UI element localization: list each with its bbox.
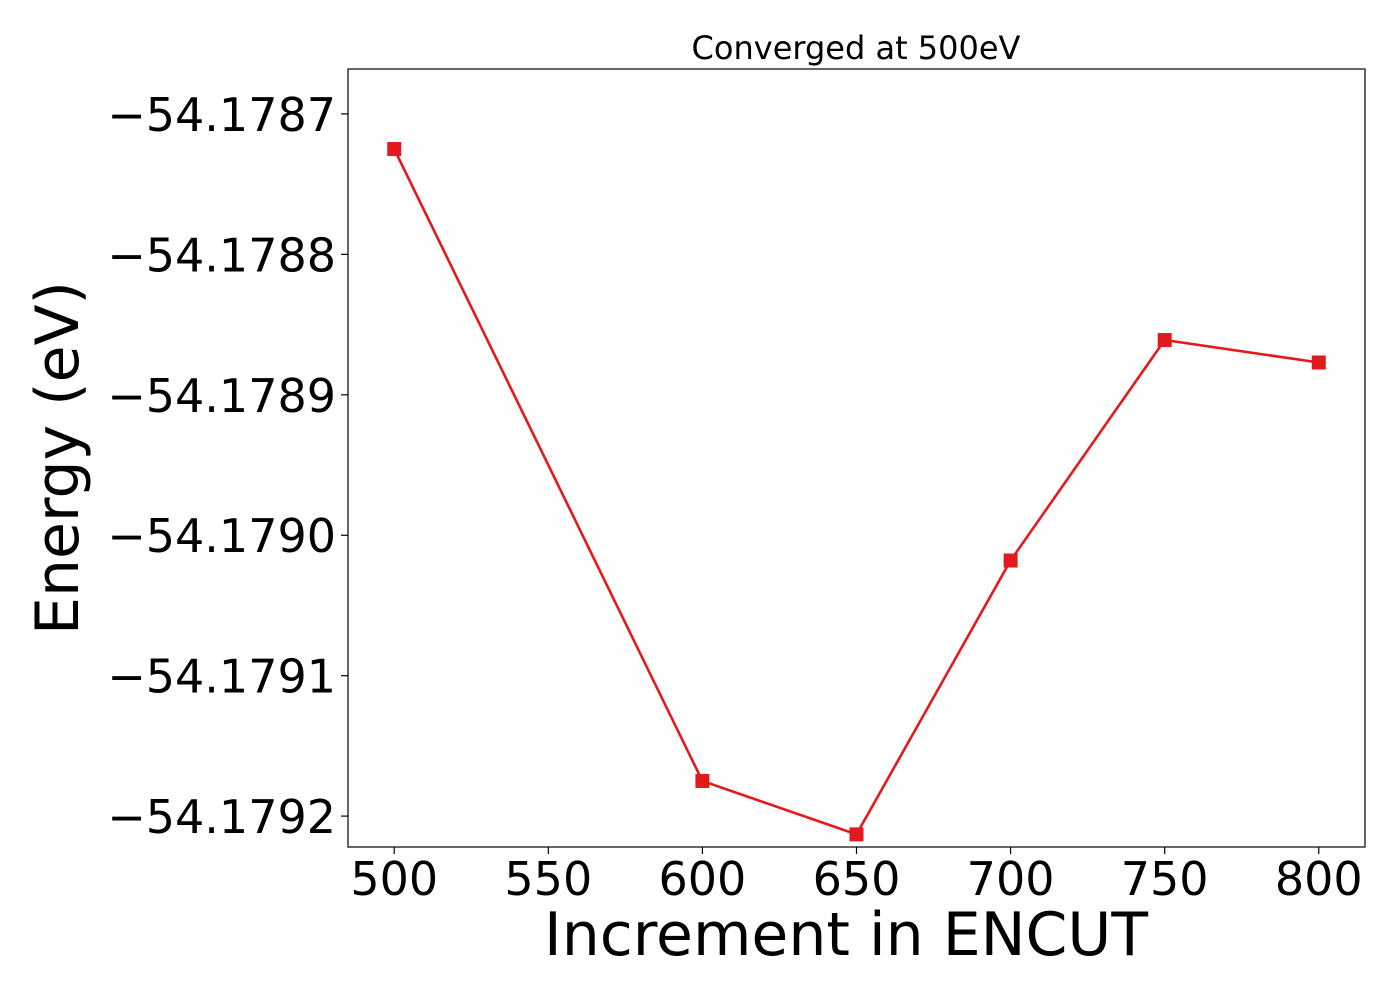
y-tick-label: −54.1789 [107,369,336,423]
data-point-marker [849,827,864,842]
series-line [393,148,1319,836]
x-tick-label: 500 [350,852,438,906]
x-tick-label: 750 [1121,852,1209,906]
series-layer [387,142,1326,842]
x-tick-label: 550 [504,852,592,906]
plot-frame [347,68,1366,848]
chart-title: Converged at 500eV [692,29,1021,67]
data-point-marker [1003,553,1018,568]
x-axis-title: Increment in ENCUT [544,900,1148,970]
y-tick-label: −54.1787 [107,88,336,142]
y-tick-label: −54.1791 [107,650,336,704]
data-point-marker [387,142,402,157]
x-tick-label: 650 [813,852,901,906]
y-tick-label: −54.1790 [107,509,336,563]
data-point-marker [1157,333,1172,348]
y-tick-label: −54.1792 [107,790,336,844]
data-point-marker [1311,355,1326,370]
data-point-marker [695,773,710,788]
y-tick-label: −54.1788 [107,228,336,282]
y-axis-title: Energy (eV) [23,281,93,635]
x-tick-label: 600 [659,852,747,906]
axis-ticks: 500 550 600 650 700 750 800 −54.1787 −54.1788 −54… [107,88,1362,906]
x-tick-label: 700 [967,852,1055,906]
x-tick-label: 800 [1275,852,1363,906]
